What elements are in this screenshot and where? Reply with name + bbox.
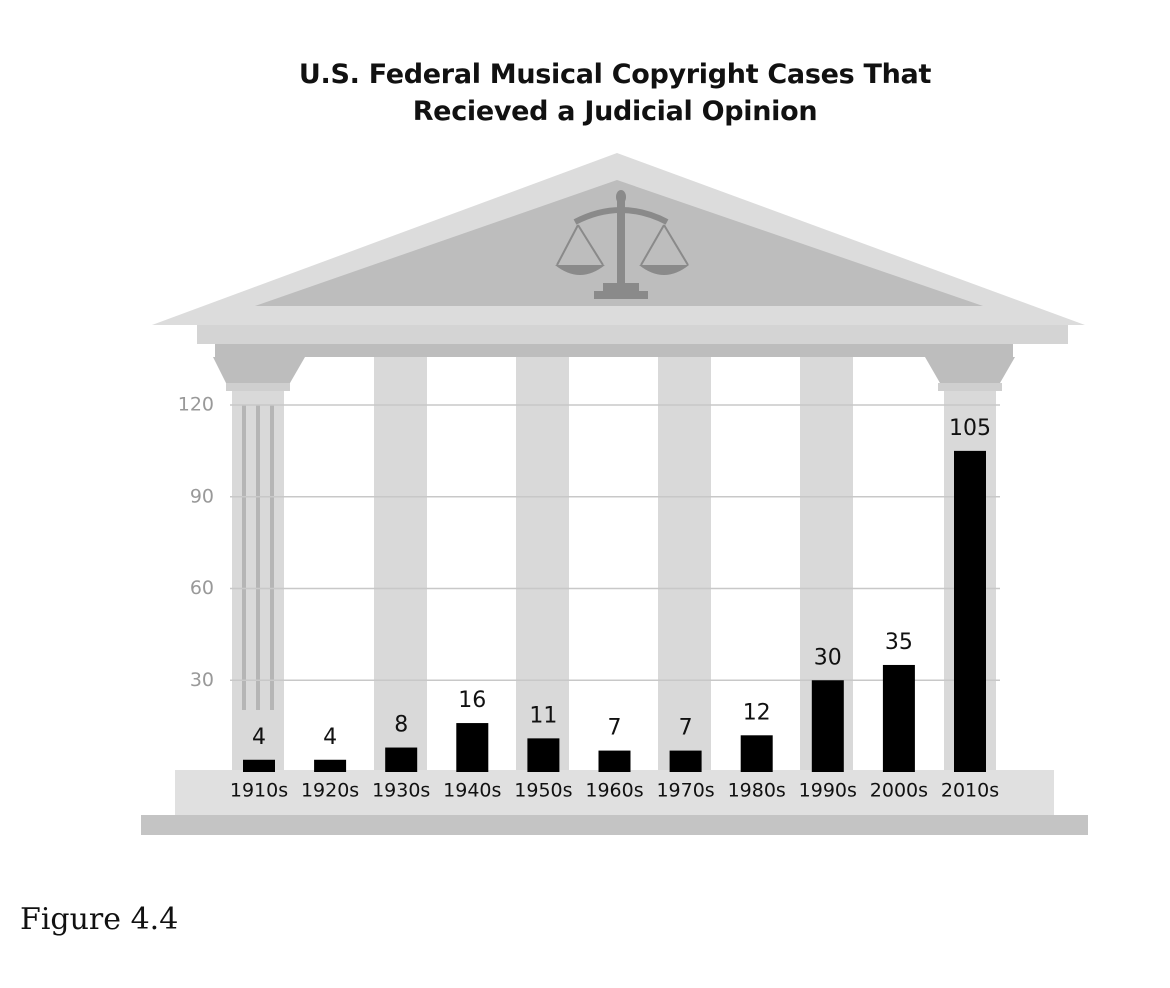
value-label: 35: [885, 630, 913, 655]
x-tick-label: 1930s: [372, 780, 430, 802]
value-label: 105: [949, 416, 991, 441]
bar: [385, 747, 418, 772]
x-tick-label: 1920s: [301, 780, 359, 802]
value-label: 16: [458, 688, 486, 713]
bar: [811, 680, 844, 772]
x-tick-label: 1940s: [443, 780, 501, 802]
x-tick-label: 2000s: [870, 780, 928, 802]
value-label: 12: [743, 700, 771, 725]
x-tick-label: 1910s: [230, 780, 288, 802]
y-tick-label: 60: [190, 577, 214, 599]
bar: [527, 738, 560, 772]
x-tick-label: 1960s: [585, 780, 643, 802]
bar: [456, 723, 489, 772]
figure-caption: Figure 4.4: [20, 902, 179, 937]
bar: [243, 759, 275, 772]
bar: [314, 759, 347, 772]
y-tick-label: 120: [178, 394, 214, 416]
bar: [882, 664, 915, 772]
x-tick-label: 2010s: [941, 780, 999, 802]
x-tick-label: 1990s: [799, 780, 857, 802]
bar: [740, 735, 773, 772]
value-label: 8: [394, 713, 408, 738]
value-label: 4: [252, 725, 266, 750]
x-tick-label: 1980s: [728, 780, 786, 802]
value-label: 7: [679, 716, 693, 741]
value-label: 7: [608, 716, 622, 741]
x-tick-label: 1950s: [514, 780, 572, 802]
bar: [954, 450, 986, 772]
value-label: 30: [814, 645, 842, 670]
value-label: 4: [323, 725, 337, 750]
bar: [669, 750, 702, 772]
x-tick-label: 1970s: [656, 780, 714, 802]
value-label: 11: [529, 703, 557, 728]
bar: [598, 750, 631, 772]
y-tick-label: 90: [190, 485, 214, 507]
y-tick-label: 30: [190, 669, 214, 691]
chart-title: U.S. Federal Musical Copyright Cases Tha…: [298, 59, 932, 127]
